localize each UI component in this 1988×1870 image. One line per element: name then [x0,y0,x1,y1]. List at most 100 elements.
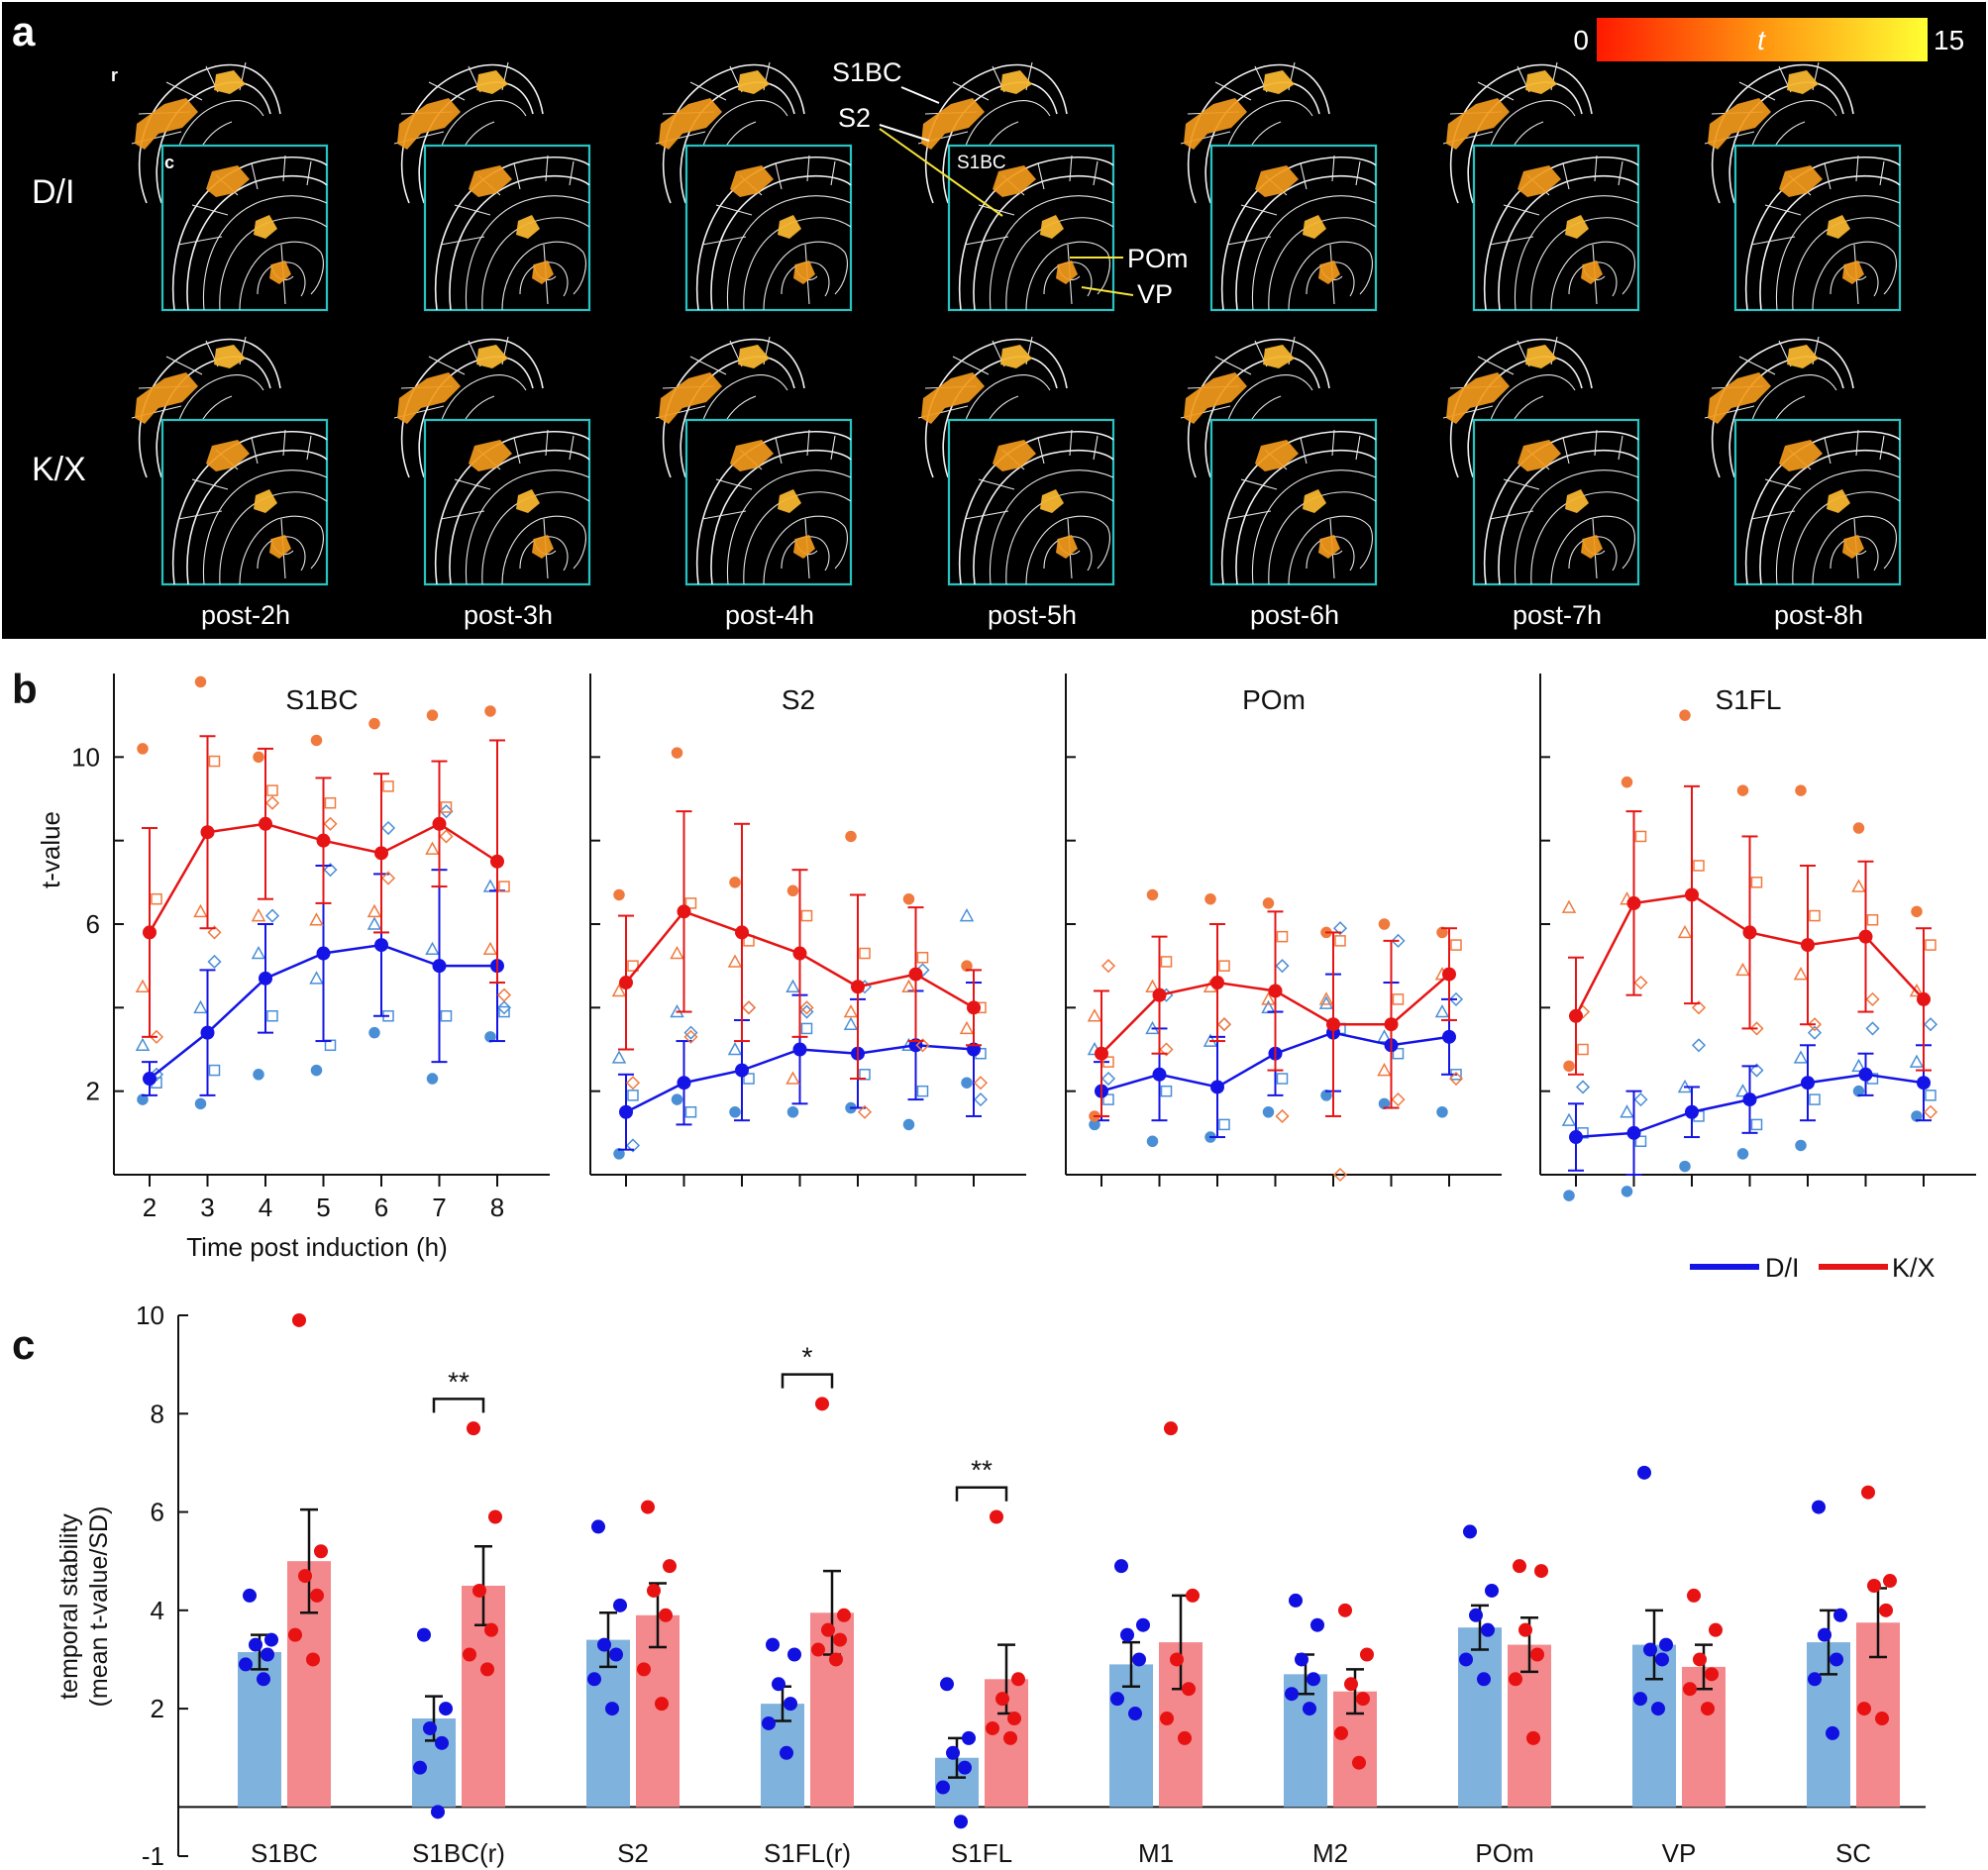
x-tick-label: 7 [432,1193,446,1222]
individual-point [625,1138,641,1153]
caudal-slice-inset-di [423,144,591,312]
individual-point [208,755,221,768]
individual-point [439,804,454,819]
mean-point [1569,1008,1583,1023]
annotation-s1bc-outer: S1BC [832,57,902,87]
individual-point [627,1090,639,1101]
data-point [417,1627,431,1642]
individual-point [1909,983,1925,997]
data-point [787,1647,801,1662]
individual-point [425,841,440,855]
individual-point [251,945,266,960]
individual-point [1793,1050,1809,1064]
line-chart-s2: S2 [589,674,1026,1187]
individual-point [1866,914,1879,926]
data-point [1007,1712,1021,1726]
bar-di [1109,1664,1153,1808]
individual-point [670,945,684,960]
panel-c: c temporal stability (mean t-value/SD) -… [12,1300,1926,1870]
row-label-di: D/I [32,173,74,211]
data-point [467,1421,480,1436]
data-point [837,1608,851,1622]
data-point [1883,1574,1897,1589]
time-label: post-2h [201,600,290,630]
data-point [413,1760,427,1775]
time-column: post-6h [1180,61,1378,630]
mean-point [1742,925,1757,940]
caudal-slice-inset-kx [947,418,1115,586]
individual-point [1218,1118,1230,1131]
individual-point [1851,879,1866,892]
data-point [1477,1672,1491,1687]
data-point [1651,1702,1665,1716]
data-point [637,1662,651,1677]
bar-group: VP [1632,1465,1726,1868]
individual-point [1749,1021,1764,1036]
individual-point [310,734,323,747]
series-kx [1561,709,1938,1119]
data-point [659,1608,673,1622]
individual-point [1448,991,1464,1006]
mean-point [200,1025,215,1040]
time-column: post-8h [1704,61,1902,630]
data-point [306,1652,320,1667]
individual-point [1204,892,1216,905]
line-chart-s1bc: 2 6 10 S1BC 2 3 4 5 6 7 8 [71,674,550,1222]
data-point [591,1519,605,1534]
individual-point [741,1000,757,1015]
mean-point [1858,929,1873,944]
individual-point [309,971,324,985]
individual-point [439,829,454,844]
individual-point [916,951,929,964]
mean-point [1268,984,1283,998]
data-point [484,1622,498,1637]
region-annotations: S1BC S2 S1BC POm VP [832,57,1189,309]
individual-point [800,1022,813,1035]
data-point [940,1677,954,1692]
individual-point [1261,991,1276,1005]
individual-point [1332,921,1348,936]
data-point [1833,1608,1847,1622]
data-point [986,1720,999,1735]
caudal-label: c [164,153,174,172]
individual-point [973,1076,989,1091]
category-label: S1FL(r) [764,1838,851,1868]
y-tick-label: 10 [136,1300,164,1330]
bar-group: S1FL(r) [761,1397,854,1868]
individual-point [613,888,625,901]
annotation-s1bc-outer-pointer [900,86,940,104]
y-tick-label: 8 [151,1399,164,1428]
data-point [663,1559,677,1574]
data-point [1360,1647,1374,1662]
x-tick-label: 6 [374,1193,388,1222]
data-point [239,1657,253,1672]
panel-a-letter: a [12,8,36,54]
category-label: M1 [1138,1838,1174,1868]
data-point [962,1730,976,1745]
y-tick-label: 4 [151,1596,164,1625]
significance-label: ** [971,1455,993,1486]
individual-point [961,1077,973,1089]
data-point [1818,1627,1831,1642]
mean-point [908,967,923,982]
mean-point [735,1063,749,1078]
time-label: post-8h [1774,600,1863,630]
chart-title: S1BC [285,684,358,715]
individual-point [799,1000,814,1015]
data-point [1170,1652,1184,1667]
caudal-slice-inset-kx [1472,418,1640,586]
individual-point [323,816,338,831]
category-label: S1BC(r) [412,1838,505,1868]
individual-point [194,675,207,688]
bar-group: S1BC [238,1312,331,1868]
data-point [310,1588,324,1603]
data-point [488,1509,502,1524]
caudal-slice-inset-kx [1209,418,1378,586]
y-tick-label: 6 [86,909,100,939]
colorbar-max-label: 15 [1934,25,1964,55]
data-point [435,1735,449,1750]
individual-point [1923,1104,1938,1119]
data-point [472,1583,486,1598]
individual-point [1911,905,1923,918]
data-point [1481,1622,1495,1637]
